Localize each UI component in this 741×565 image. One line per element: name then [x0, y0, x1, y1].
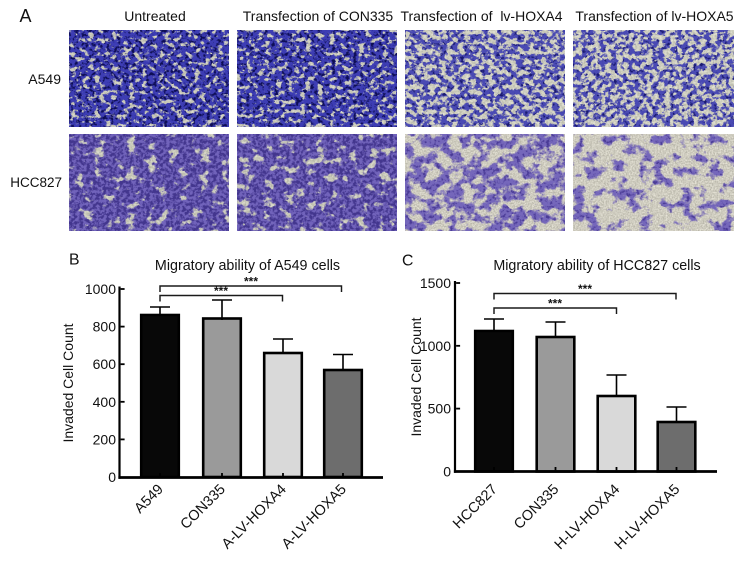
svg-text:CON335: CON335 [511, 482, 562, 533]
svg-text:Invaded Cell Count: Invaded Cell Count [408, 317, 424, 436]
svg-text:Untreated: Untreated [124, 8, 185, 24]
svg-text:***: *** [244, 275, 258, 289]
svg-text:Migratory ability of A549 cell: Migratory ability of A549 cells [155, 258, 340, 274]
svg-text:800: 800 [93, 319, 117, 335]
svg-text:500: 500 [428, 401, 452, 417]
svg-text:Invaded Cell Count: Invaded Cell Count [60, 323, 76, 442]
svg-text:C: C [402, 253, 413, 270]
svg-text:Transfection of lv-HOXA5: Transfection of lv-HOXA5 [575, 8, 733, 24]
svg-text:0: 0 [108, 469, 116, 485]
svg-text:Migratory ability of HCC827 ce: Migratory ability of HCC827 cells [493, 258, 700, 274]
svg-text:A549: A549 [132, 482, 167, 517]
svg-text:400: 400 [93, 394, 117, 410]
svg-text:***: *** [214, 284, 228, 298]
svg-text:***: *** [578, 282, 592, 296]
svg-text:HCC827: HCC827 [450, 482, 501, 533]
svg-text:A-LV-HOXA5: A-LV-HOXA5 [279, 482, 350, 553]
svg-text:A549: A549 [28, 71, 61, 87]
svg-text:Transfection of CON335: Transfection of CON335 [243, 8, 394, 24]
svg-text:200: 200 [93, 431, 117, 447]
svg-text:1500: 1500 [420, 275, 451, 291]
svg-text:600: 600 [93, 356, 117, 372]
svg-text:CON335: CON335 [178, 482, 229, 533]
svg-text:1000: 1000 [420, 338, 451, 354]
svg-text:0: 0 [443, 463, 451, 479]
svg-text:1000: 1000 [85, 281, 116, 297]
svg-text:A: A [20, 6, 32, 26]
svg-text:HCC827: HCC827 [10, 175, 62, 190]
svg-text:B: B [69, 252, 80, 269]
svg-text:Transfection of lv-HOXA4: Transfection of lv-HOXA4 [400, 8, 562, 24]
svg-text:***: *** [548, 297, 562, 311]
